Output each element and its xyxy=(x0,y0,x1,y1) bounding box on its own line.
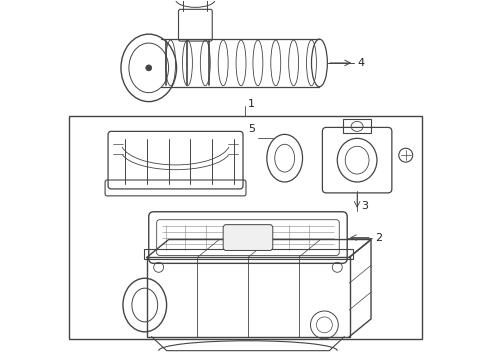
FancyBboxPatch shape xyxy=(223,225,272,251)
Bar xyxy=(146,257,349,337)
Text: 5: 5 xyxy=(248,124,255,134)
Bar xyxy=(143,249,352,260)
Ellipse shape xyxy=(145,65,151,71)
Text: 2: 2 xyxy=(374,233,381,243)
Bar xyxy=(69,116,421,339)
Text: 4: 4 xyxy=(356,58,364,68)
Bar xyxy=(343,120,370,133)
Text: 3: 3 xyxy=(360,201,367,211)
Text: 1: 1 xyxy=(247,99,254,109)
